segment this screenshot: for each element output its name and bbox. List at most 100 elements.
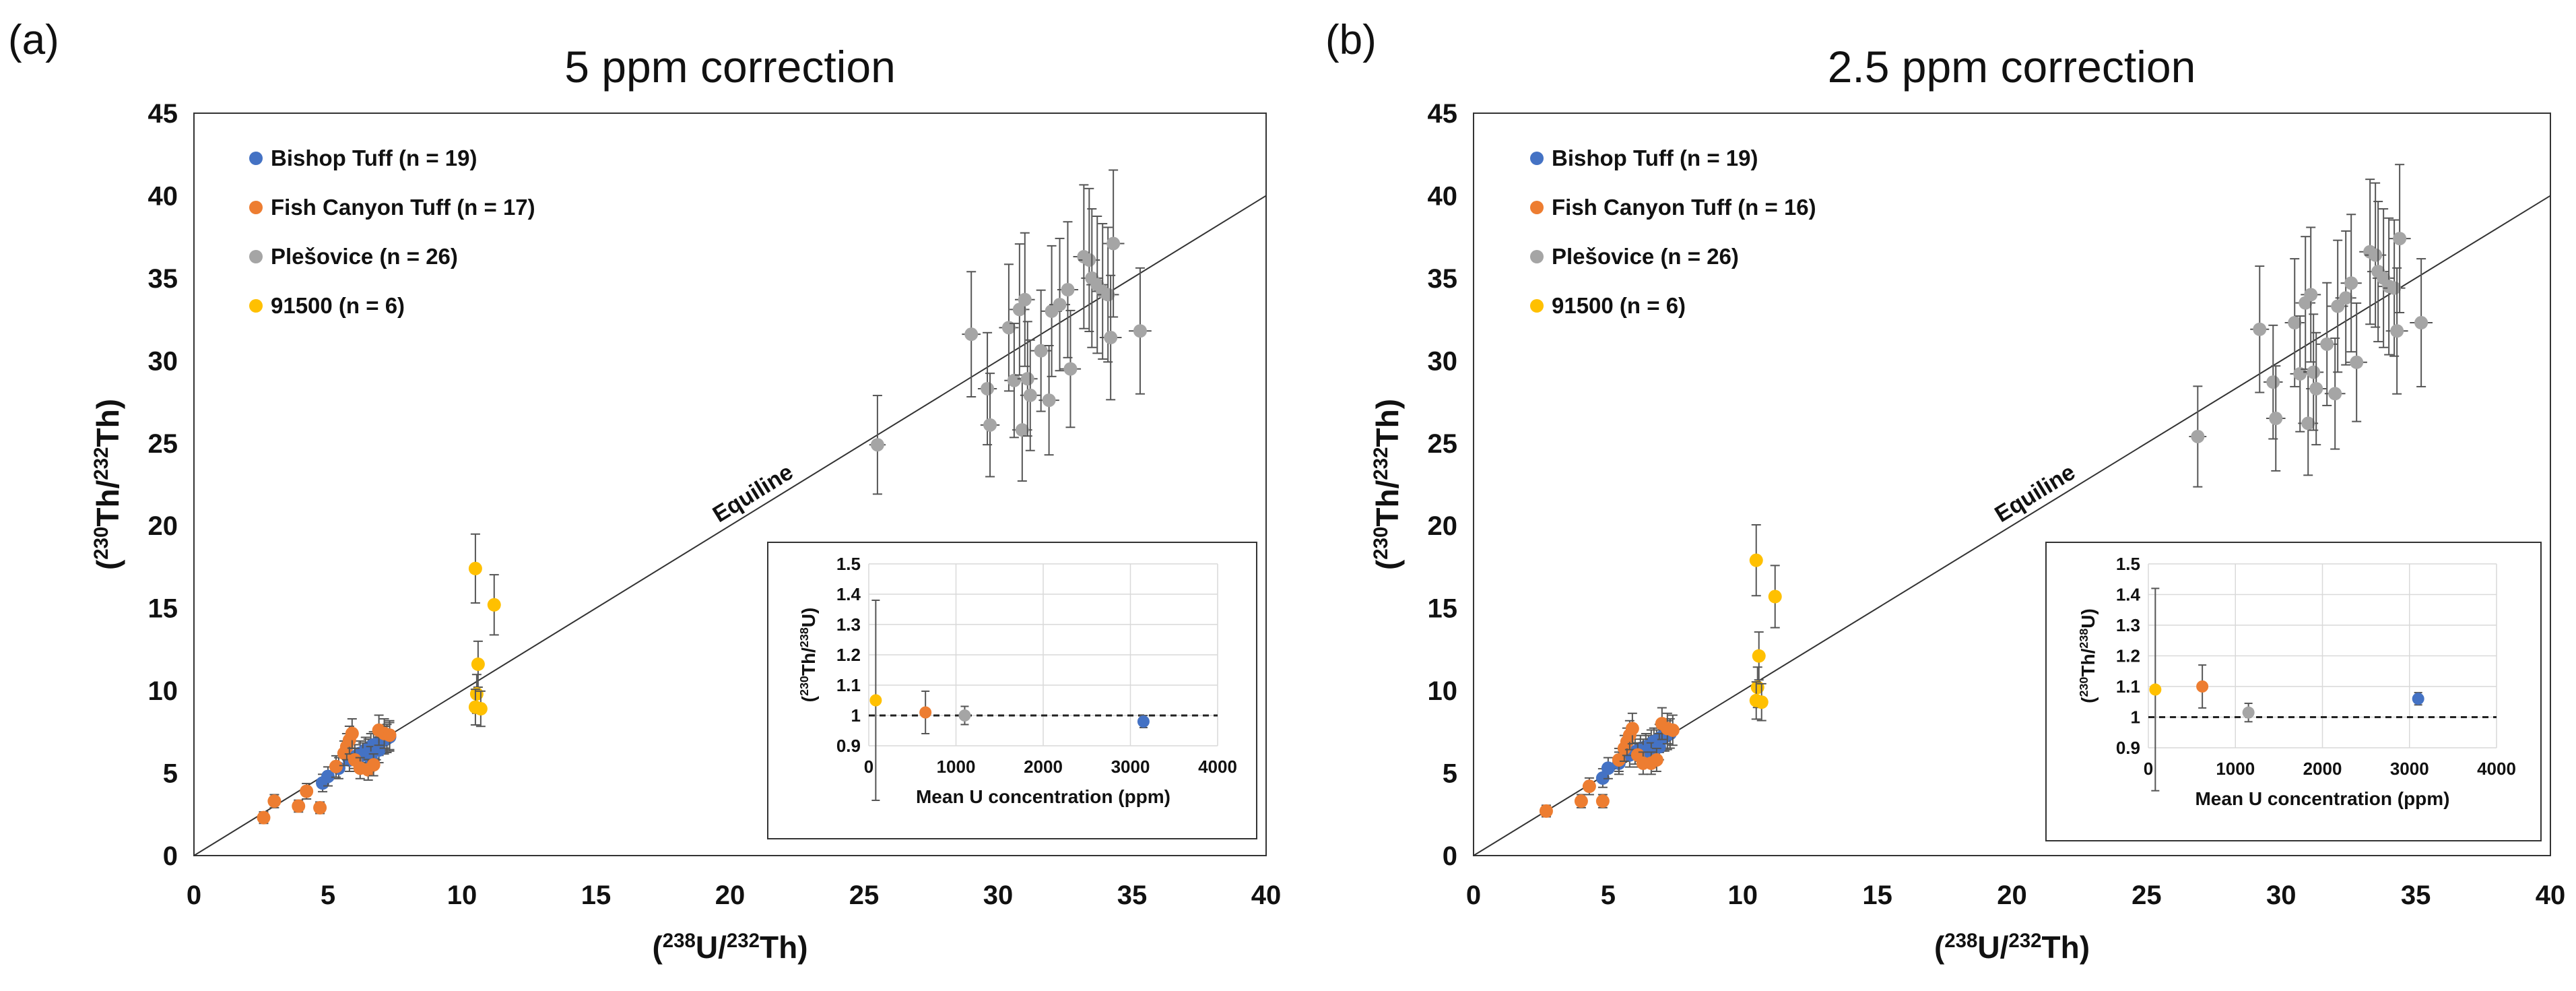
data-point (1007, 373, 1021, 387)
y-tick-label: 25 (1428, 429, 1458, 459)
x-tick-label: 20 (1997, 881, 2027, 910)
data-point (2331, 299, 2345, 313)
data-point (964, 327, 979, 342)
inset-data-point (2196, 680, 2209, 693)
data-point (1133, 324, 1147, 338)
x-tick-label: 10 (1728, 881, 1758, 910)
data-point (1023, 388, 1037, 402)
x-axis-label-mid: U/ (696, 930, 727, 965)
data-point (2253, 322, 2267, 336)
y-tick-label: 20 (1428, 511, 1458, 541)
data-point (1595, 794, 1610, 808)
data-point (1082, 253, 1096, 267)
data-point (2414, 316, 2429, 330)
inset-x-axis-label: Mean U concentration (ppm) (2195, 788, 2449, 809)
inset-chart: 0.9 1 1.1 1.2 1.3 1.4 1.5 0 1000 2000 3000 4000 Mean… (2045, 542, 2542, 841)
inset-y-tick-label: 1.5 (2116, 554, 2140, 574)
legend-label: Fish Canyon Tuff (n = 16) (1552, 195, 1816, 220)
plot-area-frame (193, 113, 1267, 856)
legend-marker (1530, 201, 1544, 214)
data-point (1649, 753, 1663, 767)
x-axis-label-sup2: 232 (727, 930, 760, 952)
inset-y-tick-label: 1.4 (2116, 585, 2141, 605)
legend-marker (1530, 250, 1544, 263)
legend-marker (249, 152, 263, 165)
y-tick-label: 30 (148, 346, 178, 376)
inset-y-tick-label: 1.1 (836, 675, 861, 695)
data-point (1612, 753, 1626, 767)
inset-y-axis-label-mid: Th/ (2078, 648, 2099, 676)
x-tick-label: 15 (581, 881, 612, 910)
x-tick-label: 25 (849, 881, 880, 910)
inset-y-axis-label-suffix: U) (798, 608, 819, 628)
data-point (2339, 291, 2353, 305)
inset-y-axis-label-sup1: 230 (797, 676, 811, 696)
legend-label: 91500 (n = 6) (1552, 293, 1686, 318)
inset-data-point (2242, 706, 2255, 719)
inset-x-tick-label: 4000 (1198, 757, 1237, 777)
x-tick-label: 35 (2401, 881, 2431, 910)
data-point (366, 758, 381, 772)
data-point (983, 418, 997, 432)
data-point (1574, 794, 1588, 808)
data-point (292, 799, 306, 813)
legend-label: Plešovice (n = 26) (271, 244, 458, 269)
inset-y-axis-label-sup2: 238 (2077, 629, 2090, 649)
data-point (1061, 283, 1075, 297)
y-tick-label: 45 (1428, 99, 1458, 129)
inset-y-tick-label: 1.2 (2116, 646, 2140, 666)
y-axis-label-sup1: 230 (90, 527, 112, 560)
x-axis-label-sup2: 232 (2008, 930, 2041, 952)
data-point (2309, 381, 2323, 395)
data-point (257, 810, 271, 825)
data-point (267, 794, 282, 808)
data-point (1104, 331, 1118, 345)
x-axis-label-suffix: Th) (760, 930, 808, 965)
y-tick-label: 30 (1428, 346, 1458, 376)
legend-label: Plešovice (n = 26) (1552, 244, 1739, 269)
data-point (1539, 804, 1553, 818)
inset-y-tick-label: 1.3 (836, 614, 861, 635)
data-point (1063, 362, 1078, 376)
data-point (2328, 387, 2342, 401)
data-point (2369, 248, 2383, 262)
data-point (2387, 281, 2402, 295)
y-axis-label-sup1: 230 (1370, 527, 1392, 560)
x-tick-label: 35 (1117, 881, 1148, 910)
series-3 (468, 533, 501, 728)
x-tick-label: 40 (2536, 881, 2566, 910)
y-tick-label: 40 (148, 181, 178, 211)
y-tick-label: 5 (1443, 759, 1457, 789)
data-point (1625, 722, 1639, 736)
data-point (345, 726, 359, 740)
inset-y-axis-label: (230Th/238U) (2077, 608, 2099, 703)
data-point (487, 598, 501, 612)
y-axis-label-suffix: Th) (90, 399, 125, 447)
inset-y-tick-label: 1.5 (836, 554, 861, 574)
inset-y-axis-label-prefix: ( (2078, 697, 2099, 703)
data-point (1001, 321, 1016, 335)
data-point (2307, 365, 2321, 379)
data-point (1749, 553, 1763, 567)
y-tick-label: 45 (148, 99, 178, 129)
data-point (2390, 324, 2404, 338)
data-point (1665, 723, 1680, 737)
data-point (1750, 680, 1764, 695)
legend-label: 91500 (n = 6) (271, 293, 405, 318)
inset-x-tick-label: 2000 (2303, 759, 2342, 779)
series-1 (257, 714, 397, 825)
legend-marker (1530, 152, 1544, 165)
legend-marker (1530, 299, 1544, 313)
x-tick-label: 40 (1251, 881, 1282, 910)
chart-title: 5 ppm correction (564, 42, 896, 92)
x-tick-label: 0 (187, 881, 201, 910)
inset-y-tick-label: 1.4 (836, 584, 861, 604)
y-tick-label: 15 (148, 594, 178, 624)
chart-title: 2.5 ppm correction (1828, 42, 2196, 92)
inset-x-tick-label: 4000 (2477, 759, 2516, 779)
data-point (2293, 366, 2307, 381)
inset-y-tick-label: 1.3 (2116, 615, 2140, 635)
data-point (313, 800, 327, 814)
legend-marker (249, 201, 263, 214)
